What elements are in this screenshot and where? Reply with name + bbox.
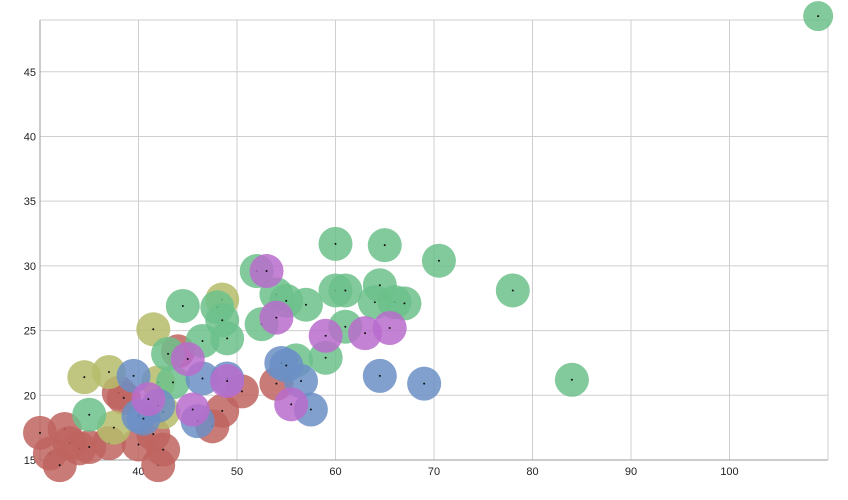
x-tick-label: 100 [720,466,738,478]
data-point-marker [437,259,440,262]
x-tick-label: 40 [132,466,144,478]
data-point-marker [275,316,278,319]
x-tick-label: 90 [625,466,637,478]
data-point-marker [378,374,381,377]
data-point-marker [221,319,224,322]
data-point-marker [226,337,229,340]
data-point-marker [88,446,91,449]
data-point-marker [378,284,381,287]
data-point-marker [171,381,174,384]
data-point-marker [162,448,165,451]
data-point-marker [181,305,184,307]
grid-lines [40,20,828,461]
data-point-marker [191,408,194,411]
data-point-marker [300,380,303,383]
data-point-marker [240,390,243,393]
y-tick-label: 35 [24,196,36,208]
data-point-marker [201,377,204,380]
data-point-marker [167,352,170,355]
data-point-marker [122,396,125,399]
data-point-marker [275,382,278,385]
data-point-marker [226,380,229,383]
x-tick-label: 50 [231,466,243,478]
data-point-marker [265,270,268,273]
y-tick-label: 30 [24,261,36,273]
data-point-marker [132,374,135,377]
data-point-marker [403,302,406,305]
data-point-marker [817,15,820,18]
x-tick-label: 60 [329,466,341,478]
y-tick-label: 15 [24,455,36,467]
data-point-marker [39,431,41,434]
x-tick-label: 70 [428,466,440,478]
data-point-marker [142,417,145,420]
data-point-marker [290,403,293,406]
data-point-marker [201,339,204,342]
y-tick-label: 25 [24,326,36,338]
data-point-marker [388,327,391,329]
data-point-marker [147,398,150,401]
data-point-marker [285,364,288,367]
data-point-marker [570,378,573,381]
data-point-marker [304,303,307,306]
data-point-marker [137,443,140,446]
data-point-marker [324,356,327,359]
data-point-marker [364,332,367,335]
data-point-marker [285,299,288,302]
data-point-marker [221,409,224,412]
bubbles [23,1,834,483]
data-point-marker [344,289,347,292]
data-point-marker [511,289,514,292]
data-point-marker [309,408,312,411]
y-tick-label: 45 [24,67,36,79]
x-tick-label: 80 [526,466,538,478]
data-point-marker [334,242,337,245]
data-point-marker [152,433,155,436]
data-point-marker [107,371,110,373]
data-point-marker [152,328,155,331]
data-point-marker [324,334,327,337]
y-tick-label: 20 [24,390,36,402]
data-point-marker [88,413,91,416]
data-point-marker [344,325,347,328]
data-point-marker [423,382,426,385]
data-point-marker [58,464,61,467]
series-4 [131,254,407,427]
data-point-marker [186,358,189,361]
tick-labels: 40 50 60 70 80 90 100 15 20 25 30 35 40 45 [24,67,739,478]
data-point-marker [83,376,86,379]
y-tick-label: 40 [24,131,36,143]
data-point-marker [383,244,386,247]
data-point-marker [112,426,115,429]
